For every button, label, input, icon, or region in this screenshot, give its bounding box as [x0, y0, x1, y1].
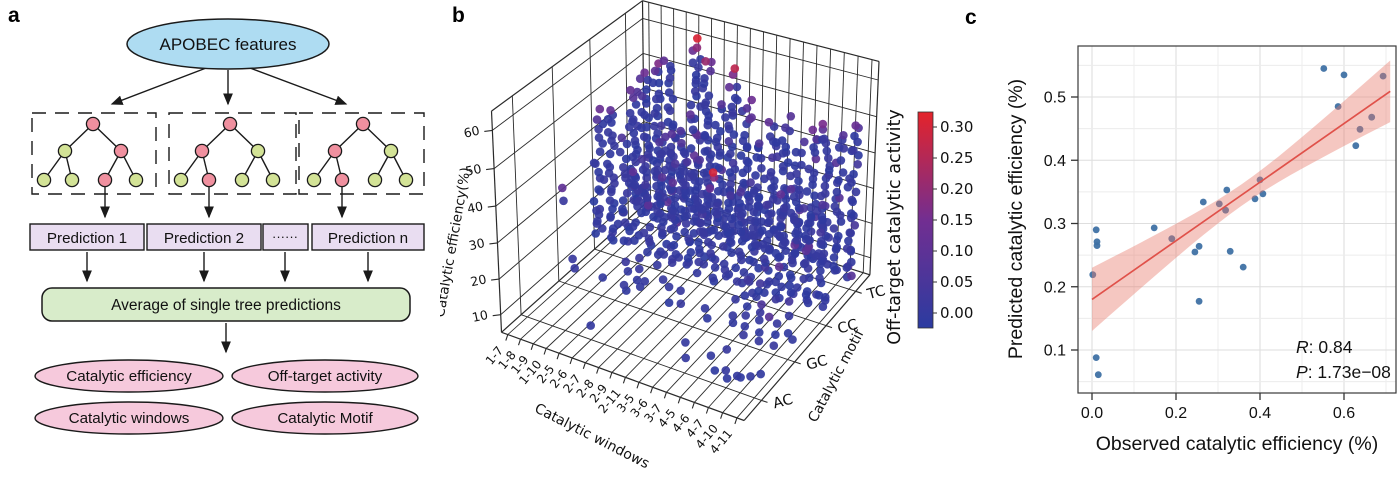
colorbar-label: Off-target catalytic activity — [885, 109, 905, 344]
svg-text:0.0: 0.0 — [1081, 405, 1103, 422]
panel-a-trees-and-arrows — [31, 64, 425, 354]
tree-node-pink — [85, 116, 101, 132]
svg-text:0.10: 0.10 — [940, 242, 973, 260]
tree-node-green — [306, 172, 322, 188]
scatter-points — [558, 34, 863, 383]
tree-2-dashed-box — [168, 112, 297, 195]
prediction-dots-text: ······ — [272, 229, 298, 244]
apobec-features-ellipse — [126, 18, 330, 70]
svg-text:0.2: 0.2 — [1044, 279, 1066, 296]
svg-text:CC: CC — [836, 317, 860, 338]
tree-node-green — [383, 143, 399, 159]
tree-node-green — [265, 172, 281, 188]
panel-a-diagram: APOBEC features Prediction 1 Prediction … — [29, 18, 425, 435]
output-catalytic-efficiency-text: Catalytic efficiency — [66, 368, 192, 385]
output-catalytic-windows-ellipse — [34, 401, 224, 435]
tree-node-pink — [194, 143, 210, 159]
decision-tree-3 — [306, 116, 414, 188]
output-catalytic-efficiency-ellipse — [34, 359, 224, 393]
svg-text:0.20: 0.20 — [940, 180, 973, 198]
arrow — [241, 64, 348, 105]
tree-3-dashed-box — [298, 112, 425, 195]
tree-node-green — [64, 172, 80, 188]
svg-text:0.1: 0.1 — [1044, 343, 1066, 360]
output-catalytic-windows-text: Catalytic windows — [69, 410, 190, 427]
prediction-n-box — [311, 223, 425, 251]
tree-node-pink — [355, 116, 371, 132]
svg-text:40: 40 — [466, 198, 485, 216]
tree-node-pink — [201, 172, 217, 188]
svg-text:0.15: 0.15 — [940, 211, 973, 229]
prediction-2-box — [146, 223, 262, 251]
tree-node-pink — [334, 172, 350, 188]
tree-node-green — [398, 172, 414, 188]
x-axis-title: Observed catalytic efficiency (%) — [1096, 433, 1379, 455]
y-axis-title: Predicted catalytic efficiency (%) — [1005, 79, 1027, 359]
panel-c-scatter-plot: R: 0.84P: 1.73e−080.0 0.2 0.4 0.60.10.20.30… — [1005, 45, 1397, 455]
average-box — [41, 287, 411, 322]
prediction-dots-box — [262, 223, 309, 251]
tree-node-pink — [222, 116, 238, 132]
stats-annotation: R: 0.84 — [1296, 337, 1353, 357]
svg-text:Catalytic motif: Catalytic motif — [805, 326, 868, 425]
colorbar: 0.30 0.25 0.20 0.15 0.10 0.05 0.00 Off-target c… — [885, 109, 973, 344]
data-points — [1089, 65, 1387, 379]
tree-node-green — [36, 172, 52, 188]
svg-text:0.00: 0.00 — [940, 304, 973, 322]
arrow — [110, 64, 215, 105]
panel-a-label: a — [8, 4, 20, 27]
gridlines — [1078, 46, 1396, 393]
svg-text:0.6: 0.6 — [1333, 405, 1355, 422]
plot-border — [1077, 45, 1397, 394]
tree-1-dashed-box — [31, 112, 157, 195]
tree-node-green — [367, 172, 383, 188]
tree-node-pink — [97, 172, 113, 188]
axes-ticks: 0.0 0.2 0.4 0.6 0.1 0.2 0.3 0.4 0.5 — [1044, 90, 1355, 423]
svg-text:30: 30 — [467, 235, 486, 253]
svg-text:0.4: 0.4 — [1044, 153, 1066, 170]
svg-text:60: 60 — [462, 123, 481, 141]
prediction-n-text: Prediction n — [328, 230, 408, 247]
svg-text:AC: AC — [771, 392, 794, 413]
svg-text:50: 50 — [464, 161, 483, 179]
panel-b-label: b — [452, 4, 465, 27]
tree-node-pink — [327, 143, 343, 159]
svg-text:TC: TC — [865, 283, 888, 303]
regression-line — [1091, 90, 1391, 301]
stats-annotation-p: P: 1.73e−08 — [1296, 362, 1391, 382]
apobec-features-text: APOBEC features — [159, 35, 296, 54]
output-off-target-activity-text: Off-target activity — [268, 368, 383, 385]
decision-tree-2 — [173, 116, 281, 188]
prediction-1-box — [29, 223, 145, 251]
tree-node-green — [128, 172, 144, 188]
svg-text:0.2: 0.2 — [1165, 405, 1187, 422]
prediction-2-text: Prediction 2 — [164, 230, 244, 247]
svg-text:0.25: 0.25 — [940, 149, 973, 167]
panel-c-plot: R: 0.84P: 1.73e−080.0 0.2 0.4 0.60.10.20.30… — [1005, 45, 1397, 455]
svg-text:GC: GC — [805, 353, 830, 374]
svg-text:0.5: 0.5 — [1044, 90, 1066, 107]
tree-node-pink — [113, 143, 129, 159]
tree-node-green — [234, 172, 250, 188]
prediction-1-text: Prediction 1 — [47, 230, 127, 247]
average-box-text: Average of single tree predictions — [111, 297, 341, 314]
svg-text:0.30: 0.30 — [940, 118, 973, 136]
panel-c-label: c — [965, 6, 977, 29]
panel-b-3d-scatter-plot: 1020304050601-71-81-91-102-52-62-72-82-9… — [440, 0, 973, 472]
tree-node-green — [57, 143, 73, 159]
output-off-target-activity-ellipse — [231, 359, 419, 393]
svg-text:0.3: 0.3 — [1044, 216, 1066, 233]
decision-tree-1 — [36, 116, 144, 188]
output-catalytic-motif-text: Catalytic Motif — [277, 410, 373, 427]
output-catalytic-motif-ellipse — [231, 401, 419, 435]
tree-node-green — [173, 172, 189, 188]
tree-node-green — [250, 143, 266, 159]
svg-text:10: 10 — [471, 307, 490, 325]
svg-text:20: 20 — [469, 271, 488, 289]
svg-text:0.05: 0.05 — [940, 273, 973, 291]
svg-text:0.4: 0.4 — [1249, 405, 1271, 422]
